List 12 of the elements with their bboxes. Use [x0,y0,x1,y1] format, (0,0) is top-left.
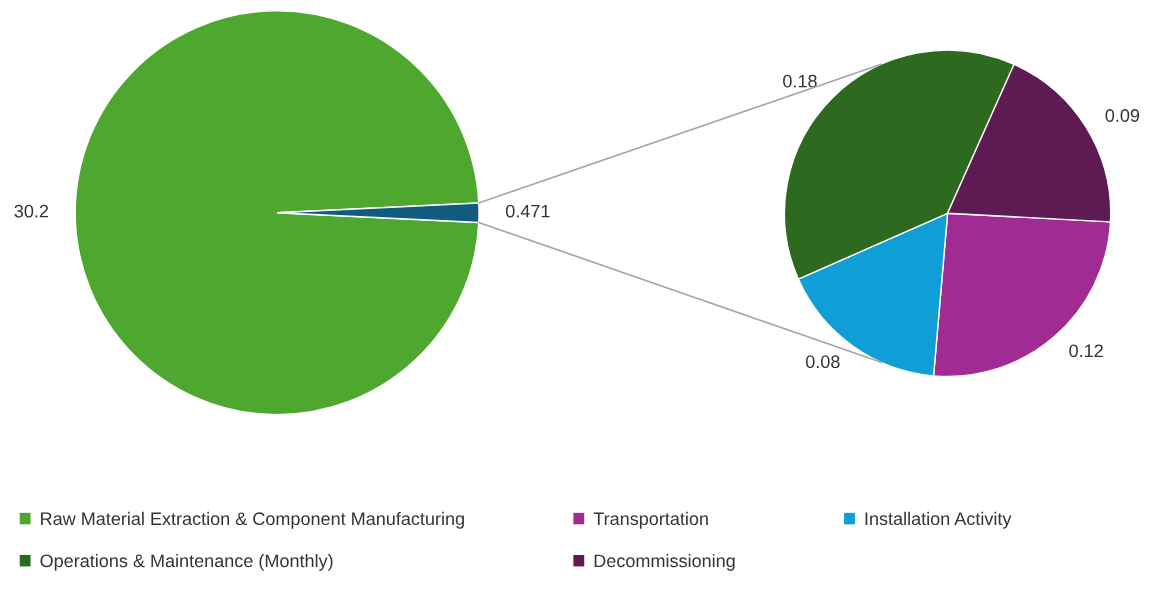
data-label: 0.471 [505,204,550,218]
legend-label: Installation Activity [865,511,1012,529]
legend-label: Operations & Maintenance (Monthly) [40,553,333,571]
legend-label: Raw Material Extraction & Component Manufacturing [41,511,464,529]
data-label: 0.08 [805,355,840,369]
data-label: 0.12 [1069,344,1103,358]
pie-slice [74,10,480,416]
legend-label: Transportation [593,511,708,529]
legend-label: Decommissioning [594,553,735,571]
data-label: 0.09 [1105,109,1140,122]
data-label: 0.18 [783,74,817,88]
data-label: 30.2 [14,204,49,218]
